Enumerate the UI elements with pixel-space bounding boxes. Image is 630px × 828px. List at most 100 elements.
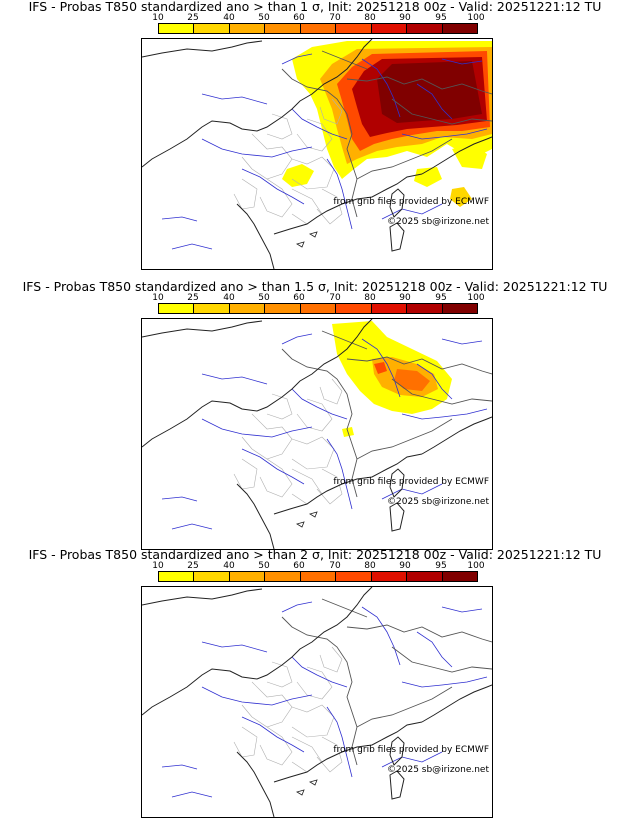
coastline	[142, 587, 373, 716]
map-panel-1: IFS - Probas T850 standardized ano > tha…	[0, 0, 630, 270]
corsica-outline	[389, 468, 405, 498]
colorbar-cell	[407, 304, 443, 313]
colorbar-cell	[265, 572, 301, 581]
colorbar-tick: 100	[467, 293, 485, 303]
colorbar-cell	[442, 304, 477, 313]
colorbar-cell	[300, 572, 337, 581]
country-border	[351, 178, 358, 218]
river-line	[291, 388, 348, 420]
country-border	[346, 356, 492, 375]
country-border	[351, 726, 358, 766]
country-border	[391, 646, 492, 673]
source-credit: from grib files provided by ECMWF	[333, 477, 489, 487]
river-line	[281, 601, 313, 613]
river-line	[201, 373, 268, 385]
colorbar-cell	[336, 304, 372, 313]
river-line	[381, 483, 443, 500]
coastline	[142, 320, 263, 338]
colorbar-tick: 70	[329, 13, 341, 23]
region-boundary	[259, 458, 293, 498]
river-line	[201, 138, 313, 158]
coastline	[142, 40, 263, 58]
colorbar-tick: 95	[435, 13, 447, 23]
river-line	[361, 338, 401, 398]
map-panel-3: IFS - Probas T850 standardized ano > tha…	[0, 547, 630, 818]
river-line	[281, 53, 313, 65]
colorbar-ticks: 10 25 40 50 60 70 80 90 95 100	[152, 13, 484, 23]
country-border	[321, 598, 368, 618]
colorbar-cell	[229, 24, 266, 33]
colorbar-cell	[265, 304, 301, 313]
country-border	[321, 330, 368, 350]
region-boundary	[241, 681, 293, 728]
colorbar-cell	[371, 304, 408, 313]
prob-contour-25	[450, 187, 472, 207]
colorbar-tick: 50	[258, 293, 270, 303]
coastline	[421, 684, 492, 723]
region-boundary	[316, 468, 343, 505]
colorbar-cell	[265, 24, 301, 33]
map-area	[141, 38, 493, 270]
colorbar-cell	[407, 24, 443, 33]
region-boundary	[291, 188, 323, 225]
corsica-outline	[389, 736, 405, 766]
map-svg	[142, 587, 492, 817]
colorbar-tick: 90	[399, 13, 411, 23]
colorbar-tick: 90	[399, 293, 411, 303]
river-line	[401, 676, 488, 688]
coastline	[421, 136, 492, 175]
colorbar-tick: 40	[223, 561, 235, 571]
colorbar-tick: 25	[187, 561, 199, 571]
colorbar-tick: 70	[329, 293, 341, 303]
river-line	[171, 243, 213, 250]
region-boundary	[241, 133, 293, 180]
region-boundary	[291, 468, 323, 505]
map-area	[141, 586, 493, 818]
colorbar-cell	[194, 572, 230, 581]
river-line	[441, 58, 483, 65]
country-border	[356, 138, 453, 180]
region-boundary	[291, 436, 335, 470]
colorbar-tick: 100	[467, 561, 485, 571]
prob-contour-10	[282, 164, 314, 187]
region-boundary	[291, 704, 335, 738]
country-border	[356, 418, 453, 460]
colorbar-cell	[194, 24, 230, 33]
map-svg	[142, 319, 492, 549]
country-border	[346, 624, 492, 643]
river-line	[161, 216, 198, 222]
country-border	[346, 76, 492, 95]
colorbar-tick: 80	[364, 13, 376, 23]
region-boundary	[296, 118, 333, 152]
region-boundary	[266, 113, 293, 140]
river-line	[241, 448, 305, 485]
river-line	[171, 523, 213, 530]
colorbar-tick: 25	[187, 293, 199, 303]
colorbar-tick: 95	[435, 561, 447, 571]
region-boundary	[259, 178, 293, 218]
river-line	[381, 751, 443, 768]
river-line	[401, 128, 488, 140]
prob-contour-70	[374, 362, 387, 374]
map-svg	[142, 39, 492, 269]
river-line	[241, 716, 305, 753]
coastline	[236, 483, 275, 549]
colorbar-tick: 40	[223, 13, 235, 23]
colorbar-cell	[194, 304, 230, 313]
country-border	[281, 348, 358, 460]
country-border	[351, 458, 358, 498]
region-boundary	[233, 458, 258, 490]
region-boundary	[319, 646, 343, 673]
colorbar-cell	[159, 572, 195, 581]
river-line	[381, 203, 443, 220]
river-line	[241, 168, 305, 205]
copyright-credit: ©2025 sb@irizone.net	[387, 765, 489, 775]
colorbar-tick: 60	[293, 13, 305, 23]
colorbar-cell	[371, 24, 408, 33]
colorbar-tick: 80	[364, 561, 376, 571]
river-line	[416, 363, 453, 400]
coastline	[142, 319, 373, 448]
colorbar-cell	[229, 572, 266, 581]
river-line	[161, 764, 198, 770]
panel-title: IFS - Probas T850 standardized ano > tha…	[28, 547, 602, 562]
